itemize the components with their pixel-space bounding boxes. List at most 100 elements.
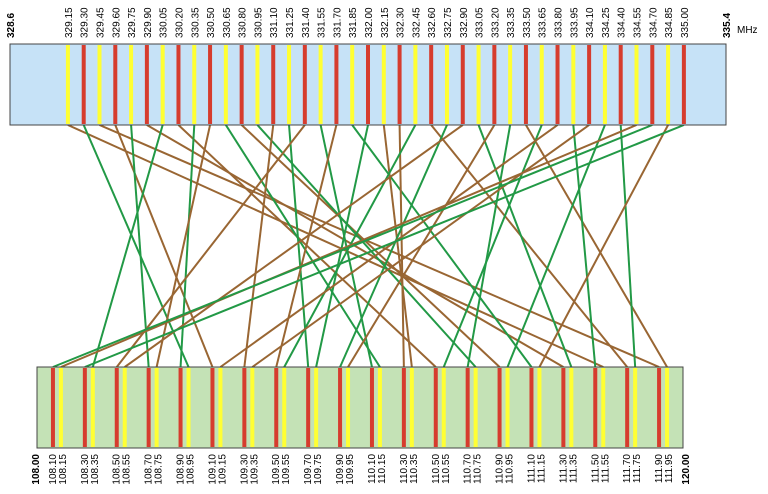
bottom-marker: [306, 368, 311, 447]
top-marker: [208, 45, 213, 124]
top-marker: [571, 45, 576, 124]
pairing-line: [275, 124, 338, 368]
bottom-freq-label: 108.95: [186, 454, 197, 485]
bottom-freq-label: 110.15: [377, 454, 388, 484]
bottom-freq-label: 109.75: [313, 454, 324, 485]
top-marker: [223, 45, 228, 124]
bottom-marker: [465, 368, 470, 447]
pairing-line: [525, 124, 668, 368]
bottom-freq-label: 110.95: [505, 454, 516, 484]
top-marker: [666, 45, 671, 124]
pairing-line: [339, 124, 448, 368]
top-freq-label: 334.10: [585, 7, 596, 38]
bottom-freq-label: 110.75: [473, 454, 484, 484]
bottom-marker: [282, 368, 287, 447]
bottom-band-start-label: 108.00: [31, 454, 42, 485]
top-marker: [618, 45, 623, 124]
top-freq-label: 335.00: [680, 7, 691, 38]
top-freq-label: 334.55: [633, 7, 644, 38]
bottom-marker: [274, 368, 279, 447]
bottom-freq-label: 110.55: [441, 454, 452, 484]
bottom-marker: [433, 368, 438, 447]
top-marker: [366, 45, 370, 124]
top-marker: [287, 45, 292, 124]
top-freq-label: 332.45: [411, 7, 422, 38]
bottom-freq-label: 109.10: [207, 454, 218, 485]
pairing-line: [115, 124, 306, 368]
bottom-marker: [369, 368, 374, 447]
pairing-line: [398, 124, 405, 368]
bottom-freq-label: 111.90: [654, 454, 665, 484]
top-freq-label: 330.35: [190, 7, 201, 38]
top-freq-label: 330.20: [174, 7, 185, 38]
pairing-line: [288, 124, 310, 368]
bottom-freq-label: 108.70: [144, 454, 155, 485]
bottom-marker: [218, 368, 223, 447]
top-marker: [81, 45, 86, 124]
bottom-marker: [250, 368, 255, 447]
bottom-marker: [242, 368, 247, 447]
top-freq-label: 329.75: [127, 7, 138, 38]
top-marker: [239, 45, 244, 124]
pairing-line: [382, 124, 413, 368]
bottom-freq-label: 108.75: [154, 454, 165, 485]
top-marker: [192, 45, 197, 124]
pairing-line: [477, 124, 573, 368]
top-marker: [160, 45, 165, 124]
bottom-freq-label: 111.35: [568, 454, 579, 484]
pairing-line: [506, 124, 606, 368]
top-freq-label: 333.50: [522, 7, 533, 38]
bottom-marker: [537, 368, 542, 447]
bottom-freq-label: 109.90: [335, 454, 346, 485]
bottom-marker: [657, 368, 662, 447]
top-marker: [65, 45, 70, 124]
pairing-line: [619, 124, 637, 368]
top-freq-label: 333.95: [569, 7, 580, 38]
top-marker: [413, 45, 418, 124]
top-freq-label: 332.90: [459, 7, 470, 38]
bottom-freq-label: 110.50: [431, 454, 442, 484]
top-freq-label: 331.70: [332, 7, 343, 38]
bottom-marker: [529, 368, 534, 447]
top-freq-label: 333.80: [554, 7, 565, 38]
bottom-marker: [122, 368, 127, 447]
bottom-freq-label: 111.15: [536, 454, 547, 484]
bottom-freq-label: 111.10: [526, 454, 537, 484]
top-freq-label: 333.65: [538, 7, 549, 38]
top-marker: [381, 45, 386, 124]
bottom-freq-label: 108.90: [176, 454, 187, 485]
top-marker: [334, 45, 339, 124]
top-freq-label: 331.25: [285, 7, 296, 38]
pairing-line: [82, 124, 190, 368]
bottom-marker: [82, 368, 87, 447]
pairing-line: [91, 124, 164, 368]
top-freq-label: 331.85: [348, 7, 359, 38]
top-freq-label: 334.40: [617, 7, 628, 38]
top-marker: [602, 45, 607, 124]
bottom-freq-label: 109.35: [249, 454, 260, 485]
pairing-line: [155, 124, 212, 368]
top-freq-label: 334.85: [664, 7, 675, 38]
top-band-markers: [65, 45, 686, 124]
top-marker: [350, 45, 355, 124]
bottom-marker: [90, 368, 95, 447]
top-freq-label: 332.60: [427, 7, 438, 38]
bottom-marker: [58, 368, 63, 447]
bottom-marker: [561, 368, 566, 447]
top-freq-label: 333.35: [506, 7, 517, 38]
top-marker: [650, 45, 655, 124]
bottom-freq-label: 108.55: [122, 454, 133, 485]
top-freq-label: 329.60: [111, 7, 122, 38]
pairing-line: [219, 124, 559, 368]
pairing-line: [130, 124, 150, 368]
pairing-line: [442, 124, 543, 368]
bottom-marker: [473, 368, 478, 447]
bottom-freq-label: 110.90: [495, 454, 506, 484]
top-freq-label: 331.10: [269, 7, 280, 38]
bottom-freq-label: 111.95: [664, 454, 675, 484]
top-freq-label: 330.95: [253, 7, 264, 38]
bottom-freq-label: 109.55: [281, 454, 292, 485]
top-freq-label: 331.55: [317, 7, 328, 38]
top-freq-label: 329.15: [64, 7, 75, 38]
bottom-freq-label: 109.50: [271, 454, 282, 485]
